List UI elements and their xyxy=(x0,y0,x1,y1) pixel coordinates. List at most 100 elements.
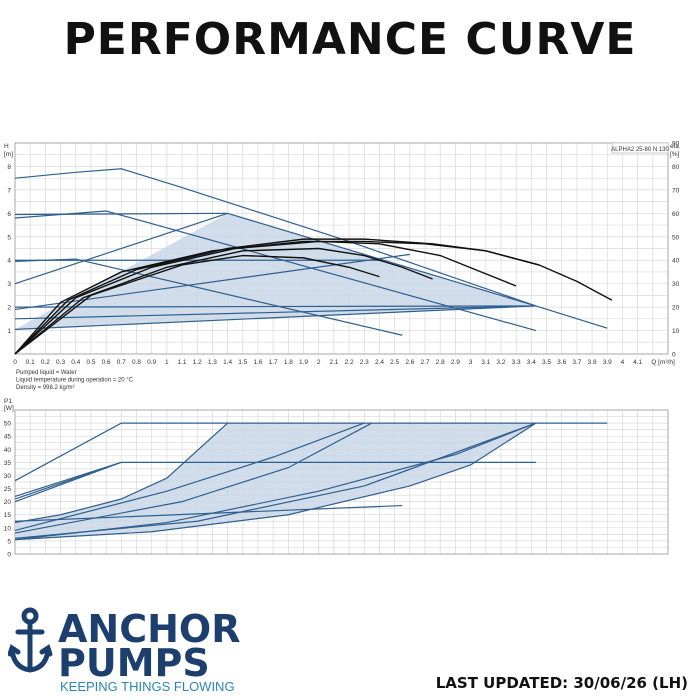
x-tick-label: 2 xyxy=(317,359,321,366)
p1-tick-label: 5 xyxy=(7,538,11,545)
x-tick-label: 0.2 xyxy=(41,359,50,366)
p1-axis-label: P1 xyxy=(4,398,12,405)
p1-tick-label: 10 xyxy=(4,525,12,532)
efficiency-curve-3 xyxy=(14,240,517,355)
y2-tick-label: 0 xyxy=(672,352,676,359)
x-tick-label: 0.1 xyxy=(26,359,35,366)
x-tick-label: 3.3 xyxy=(512,359,521,366)
y2-tick-label: 20 xyxy=(672,305,680,312)
efficiency-curve-2 xyxy=(14,238,540,355)
efficiency-curve-5 xyxy=(14,254,380,355)
p1-tick-label: 20 xyxy=(4,499,12,506)
y2-tick-label: 50 xyxy=(672,234,680,241)
p1-tick-label: 0 xyxy=(7,552,11,559)
power-curve-8 xyxy=(14,422,373,534)
head-efficiency-chart: 0 0.1 0.2 0.3 0.4 0.5 0.6 0.7 0.8 0.9 1 1.1 1.2 1.3 1.… xyxy=(4,141,680,392)
p1-tick-label: 50 xyxy=(4,421,12,428)
x-tick-label: 4.1 xyxy=(633,359,642,366)
x-tick-label: 1.1 xyxy=(178,359,187,366)
plot-frame xyxy=(14,142,669,355)
x-tick-label: 1.3 xyxy=(208,359,217,366)
y-tick-label: 8 xyxy=(7,164,11,171)
x-tick-label: 0.6 xyxy=(102,359,111,366)
y-tick-label: 7 xyxy=(7,187,11,194)
y2-tick-label: 30 xyxy=(672,281,680,288)
last-updated-text: LAST UPDATED: 30/06/26 (LH) xyxy=(435,674,688,692)
y2-tick-label: 80 xyxy=(672,164,680,171)
x-tick-label: 1.8 xyxy=(284,359,293,366)
power-chart: 0 5 10 15 20 25 30 35 40 45 50 P1[W] xyxy=(4,398,669,559)
x-tick-label: 1 xyxy=(165,359,169,366)
power-range-area xyxy=(15,423,536,540)
y2-tick-label: 70 xyxy=(672,187,680,194)
liquid-note-2: Liquid temperature during operation = 20… xyxy=(16,378,134,384)
x-tick-label: 2.7 xyxy=(420,359,429,366)
efficiency-curve-1 xyxy=(14,240,613,355)
page-title: PERFORMANCE CURVE xyxy=(63,14,637,65)
performance-chart: 0 0.1 0.2 0.3 0.4 0.5 0.6 0.7 0.8 0.9 1 1.1 1.2 1.3 1.… xyxy=(4,141,680,559)
x-tick-label: 2.8 xyxy=(436,359,445,366)
x-tick-label: 1.7 xyxy=(269,359,278,366)
x-tick-label: 2.9 xyxy=(451,359,460,366)
power-curve-11 xyxy=(14,422,537,541)
head-curve-7 xyxy=(14,212,228,285)
brand-line2: PUMPS xyxy=(58,641,210,685)
operating-range-area xyxy=(15,213,536,330)
x-tick-label: 0.3 xyxy=(56,359,65,366)
x-tick-label: 3.5 xyxy=(542,359,551,366)
y-tick-label: 1 xyxy=(7,328,11,335)
x-tick-label: 2.4 xyxy=(375,359,384,366)
y2-tick-label: 60 xyxy=(672,211,680,218)
head-curve-10 xyxy=(14,305,536,308)
brand-line1: ANCHOR xyxy=(58,607,240,651)
y-axis-label: H xyxy=(4,143,9,150)
x-tick-label: 0.5 xyxy=(86,359,95,366)
x-tick-label: 3.8 xyxy=(588,359,597,366)
anchor-icon xyxy=(8,607,53,673)
y-tick-label: 5 xyxy=(7,234,11,241)
x-tick-label: 1.5 xyxy=(238,359,247,366)
x-tick-label: 0.4 xyxy=(71,359,80,366)
y-tick-label: 4 xyxy=(7,258,11,265)
x-tick-label: 0.7 xyxy=(117,359,126,366)
x-tick-label: 1.2 xyxy=(193,359,202,366)
head-curve-6 xyxy=(14,305,536,330)
p1-tick-label: 35 xyxy=(4,460,12,467)
p1-tick-label: 30 xyxy=(4,473,12,480)
x-tick-label: 0 xyxy=(13,359,17,366)
y2-tick-label: 40 xyxy=(672,258,680,265)
p1-tick-label: 45 xyxy=(4,434,12,441)
x-tick-label: 3.1 xyxy=(481,359,490,366)
head-curve-2 xyxy=(14,210,537,332)
x-tick-label: 0.8 xyxy=(132,359,141,366)
power-curve-6 xyxy=(14,422,229,524)
brand-tagline: KEEPING THINGS FLOWING xyxy=(60,679,235,694)
x-tick-label: 2.1 xyxy=(329,359,338,366)
power-curve-3 xyxy=(14,461,122,503)
x-tick-label: 3.9 xyxy=(603,359,612,366)
head-curve-9 xyxy=(14,305,536,320)
power-curve-7 xyxy=(14,422,365,532)
liquid-note-3: Density = 998.2 kg/m³ xyxy=(16,385,75,391)
x-tick-label: 3.7 xyxy=(572,359,581,366)
y-axis-unit: [m] xyxy=(4,151,13,158)
x-tick-label: 4 xyxy=(621,359,625,366)
x-tick-label: 1.4 xyxy=(223,359,232,366)
liquid-note-1: Pumped liquid = Water xyxy=(16,370,77,376)
anchor-pumps-logo: ANCHOR PUMPS KEEPING THINGS FLOWING xyxy=(8,607,240,694)
power-curve-10 xyxy=(14,422,537,539)
x-tick-label: 2.2 xyxy=(345,359,354,366)
p1-axis-unit: [W] xyxy=(4,405,14,412)
p1-tick-label: 15 xyxy=(4,512,12,519)
x-tick-label: 1.9 xyxy=(299,359,308,366)
model-label: ALPHA2 25-80 N 130 xyxy=(611,147,669,153)
power-curve-4 xyxy=(14,461,122,497)
power-curve-1 xyxy=(14,422,608,482)
x-tick-label: 2.6 xyxy=(405,359,414,366)
x-tick-label: 2.3 xyxy=(360,359,369,366)
y-tick-label: 6 xyxy=(7,211,11,218)
x-tick-label: 3.2 xyxy=(496,359,505,366)
y2-axis-label: eta xyxy=(670,143,679,150)
x-tick-label: 1.6 xyxy=(253,359,262,366)
x-tick-label: 2.5 xyxy=(390,359,399,366)
